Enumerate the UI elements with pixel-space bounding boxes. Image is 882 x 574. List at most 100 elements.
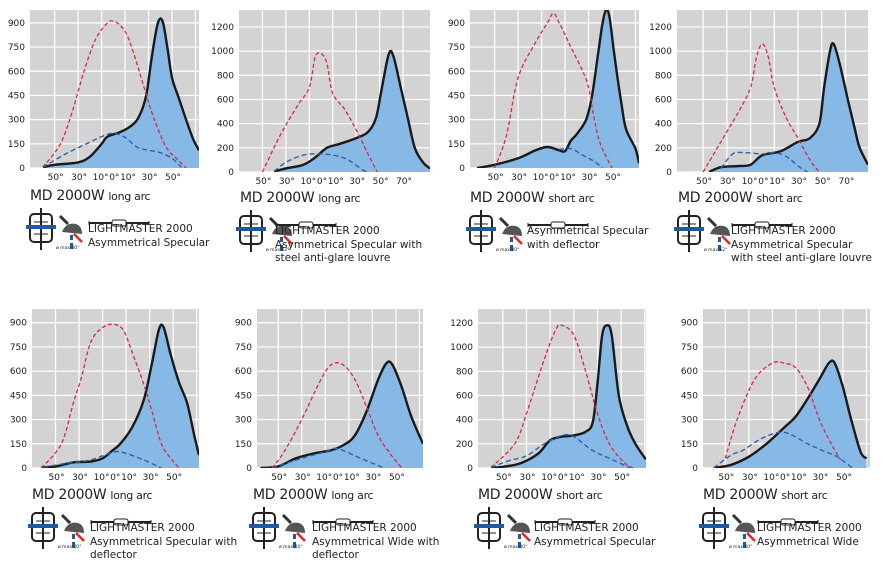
series-line-red-dashed	[490, 323, 634, 468]
series-fill-area	[713, 360, 867, 468]
lamp-model: MD 2000W	[30, 188, 105, 204]
series-line-blue-dashed	[273, 153, 369, 172]
lamp-icon	[312, 512, 374, 526]
y-tick-label: 0	[692, 464, 698, 474]
max-angle-label: ø max 40°	[58, 545, 82, 550]
y-tick-label: 0	[666, 168, 672, 178]
series-line-blue-dashed	[559, 147, 604, 168]
chart-title: MD 2000W long arc	[240, 190, 361, 206]
series-line-red-dashed	[702, 43, 820, 172]
y-tick-label: 900	[8, 19, 25, 29]
description-line: LIGHTMASTER 2000	[275, 225, 380, 237]
chart-title: MD 2000W short arc	[470, 190, 595, 206]
plot-series	[260, 360, 423, 468]
description-line: LIGHTMASTER 2000	[534, 522, 639, 534]
series-line-red-dashed	[271, 362, 403, 468]
fixture-icon: ø max 62°	[236, 210, 294, 254]
x-tick-label: 50°	[836, 473, 852, 483]
series-line-solid	[273, 49, 430, 172]
lamp-icon	[90, 512, 152, 526]
series-fill-area	[709, 43, 868, 172]
chart-panel-6: 0 150 300 450 600 750 900 50° 30° 10° 0° 10° 30° 50°	[235, 309, 423, 483]
x-tick-label: 30°	[812, 473, 828, 483]
description-line: with steel anti-glare louvre	[731, 252, 872, 264]
arc-type: long arc	[108, 190, 151, 203]
y-tick-label: 300	[448, 116, 465, 126]
y-tick-label: 0	[459, 164, 465, 174]
fixture-icon: ø max 44°	[249, 507, 307, 551]
reflector-description: LIGHTMASTER 2000 Asymmetrical Specular	[88, 223, 209, 250]
lamp-model: MD 2000W	[253, 487, 328, 503]
chart-panel-8: 0 150 300 450 600 750 900 50° 30° 10° 0° 10° 30° 50°	[681, 309, 870, 483]
reflector-description: LIGHTMASTER 2000 Asymmetrical Specular wit…	[731, 225, 872, 266]
x-tick-label: 0°	[549, 173, 559, 183]
y-tick-label: 0	[19, 164, 25, 174]
x-tick-label: 30°	[720, 177, 736, 187]
chart-panel-1: 0 150 300 450 600 750 900 50° 30° 10° 0° 10° 30° 50°	[8, 10, 199, 183]
description-line: deflector	[90, 549, 137, 561]
x-tick-label: 0°	[758, 177, 768, 187]
x-tick-label: 50°	[166, 473, 182, 483]
x-tick-label: 0°	[109, 173, 119, 183]
description-line: LIGHTMASTER 2000	[312, 522, 417, 534]
x-tick-label: 0°	[110, 473, 120, 483]
series-line-red-dashed	[724, 361, 842, 461]
chart-title: MD 2000W short arc	[478, 487, 603, 503]
x-tick-label: 10°	[569, 473, 585, 483]
x-tick-label: 50°	[718, 473, 734, 483]
reflector-description: LIGHTMASTER 2000 Asymmetrical Specular wi…	[275, 225, 422, 266]
x-tick-label: 0°	[333, 473, 343, 483]
y-tick-label: 1000	[211, 47, 234, 57]
fixture-icon: ø max 40°	[699, 507, 757, 551]
x-tick-label: 10°	[316, 473, 332, 483]
chart-title: MD 2000W short arc	[678, 190, 803, 206]
arc-type: short arc	[781, 489, 828, 502]
y-tick-label: 450	[8, 91, 25, 101]
lamp-model: MD 2000W	[32, 487, 107, 503]
y-tick-label: 600	[456, 392, 473, 402]
fixture-icon: ø max 40°	[474, 507, 532, 551]
x-tick-label: 10°	[742, 177, 758, 187]
x-tick-label: 30°	[582, 173, 598, 183]
fixture-icon: ø max 40°	[466, 210, 524, 254]
reflector-description: LIGHTMASTER 2000 Asymmetrical Specular	[534, 522, 655, 549]
chart-title: MD 2000W long arc	[253, 487, 374, 503]
description-line: with deflector	[527, 238, 600, 251]
y-tick-label: 0	[467, 464, 473, 474]
x-tick-label: 0°	[558, 473, 568, 483]
arc-type: short arc	[556, 489, 603, 502]
lamp-model: MD 2000W	[240, 190, 315, 206]
x-tick-label: 10°	[328, 177, 344, 187]
x-tick-label: 10°	[120, 173, 136, 183]
y-tick-label: 1000	[450, 343, 473, 353]
y-tick-label: 0	[21, 464, 27, 474]
reflector-description: Asymmetrical Specular with deflector	[527, 225, 648, 252]
series-fill-area	[41, 324, 199, 468]
lamp-model: MD 2000W	[703, 487, 778, 503]
x-tick-label: 30°	[511, 173, 527, 183]
x-tick-label: 50°	[496, 473, 512, 483]
y-tick-label: 0	[228, 168, 234, 178]
lamp-icon	[88, 213, 150, 227]
chart-panel-7: 0 200 400 600 800 1000 1200 50° 30° 10° 0° 10° 30° 50…	[450, 309, 646, 483]
y-tick-label: 450	[235, 391, 252, 401]
x-tick-label: 50°	[605, 173, 621, 183]
description-line: steel anti-glare louvre	[275, 252, 391, 264]
y-tick-label: 200	[456, 440, 473, 450]
x-tick-label: 10°	[769, 177, 785, 187]
x-tick-label: 10°	[94, 473, 110, 483]
max-angle-label: ø max 62°	[266, 248, 290, 253]
description-line: Asymmetrical Specular	[88, 236, 210, 249]
x-tick-label: 30°	[349, 177, 365, 187]
y-tick-label: 800	[655, 71, 672, 81]
y-tick-label: 300	[235, 416, 252, 426]
description-line: LIGHTMASTER 2000	[731, 225, 836, 237]
description-line: Asymmetrical Specular with	[90, 535, 238, 548]
x-tick-label: 30°	[520, 473, 536, 483]
y-tick-label: 450	[448, 91, 465, 101]
fixture-icon: ø max 62°	[674, 210, 732, 254]
x-tick-label: 30°	[742, 473, 758, 483]
y-tick-label: 750	[681, 343, 698, 353]
y-tick-label: 600	[10, 367, 27, 377]
fixture-icon: ø max 40°	[26, 208, 84, 252]
